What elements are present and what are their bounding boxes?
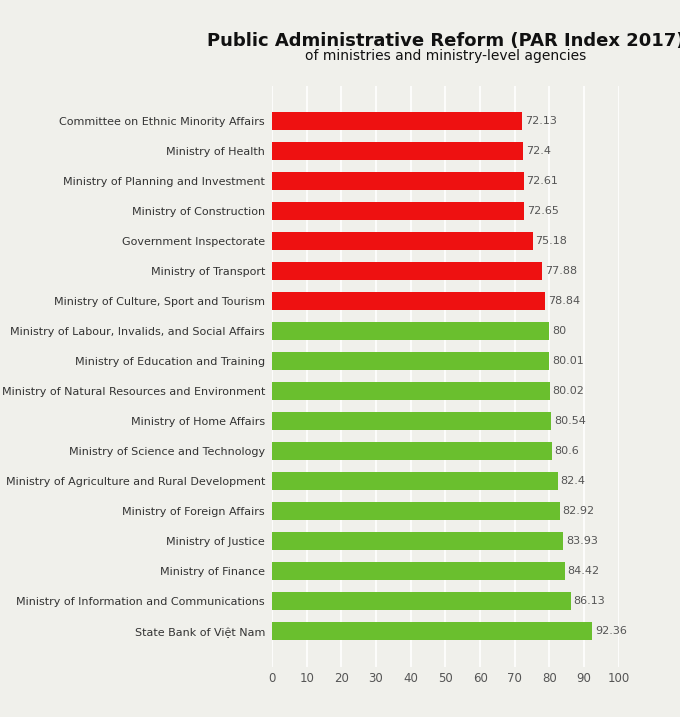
Text: 72.61: 72.61 [526, 176, 558, 186]
Text: 83.93: 83.93 [566, 536, 598, 546]
Bar [272, 533, 563, 551]
Text: 80.54: 80.54 [554, 417, 586, 427]
Text: 84.42: 84.42 [568, 566, 600, 576]
Text: 86.13: 86.13 [573, 597, 605, 607]
Text: 80: 80 [552, 326, 566, 336]
Bar [272, 473, 558, 490]
Bar [272, 382, 549, 400]
Text: of ministries and ministry-level agencies: of ministries and ministry-level agencie… [305, 49, 586, 63]
Text: 72.13: 72.13 [525, 116, 557, 126]
Bar [272, 353, 549, 371]
Text: 78.84: 78.84 [548, 296, 580, 306]
Text: 80.01: 80.01 [552, 356, 584, 366]
Text: 80.6: 80.6 [554, 447, 579, 457]
Bar [272, 503, 560, 521]
Text: 92.36: 92.36 [595, 627, 627, 637]
Bar [272, 622, 592, 640]
Bar [272, 172, 524, 191]
Text: 82.4: 82.4 [560, 476, 585, 486]
Text: Public Administrative Reform (PAR Index 2017): Public Administrative Reform (PAR Index … [207, 32, 680, 50]
Bar [272, 323, 549, 341]
Bar [272, 262, 542, 280]
Bar [272, 592, 571, 610]
Text: 80.02: 80.02 [552, 386, 584, 397]
Text: 72.4: 72.4 [526, 146, 551, 156]
Bar [272, 293, 545, 310]
Text: 72.65: 72.65 [527, 206, 558, 217]
Bar [272, 143, 523, 161]
Text: 77.88: 77.88 [545, 267, 577, 277]
Bar [272, 202, 524, 220]
Text: 75.18: 75.18 [535, 237, 567, 247]
Bar [272, 113, 522, 130]
Bar [272, 232, 532, 250]
Text: 82.92: 82.92 [562, 506, 594, 516]
Bar [272, 442, 551, 460]
Bar [272, 562, 565, 581]
Bar [272, 412, 551, 430]
